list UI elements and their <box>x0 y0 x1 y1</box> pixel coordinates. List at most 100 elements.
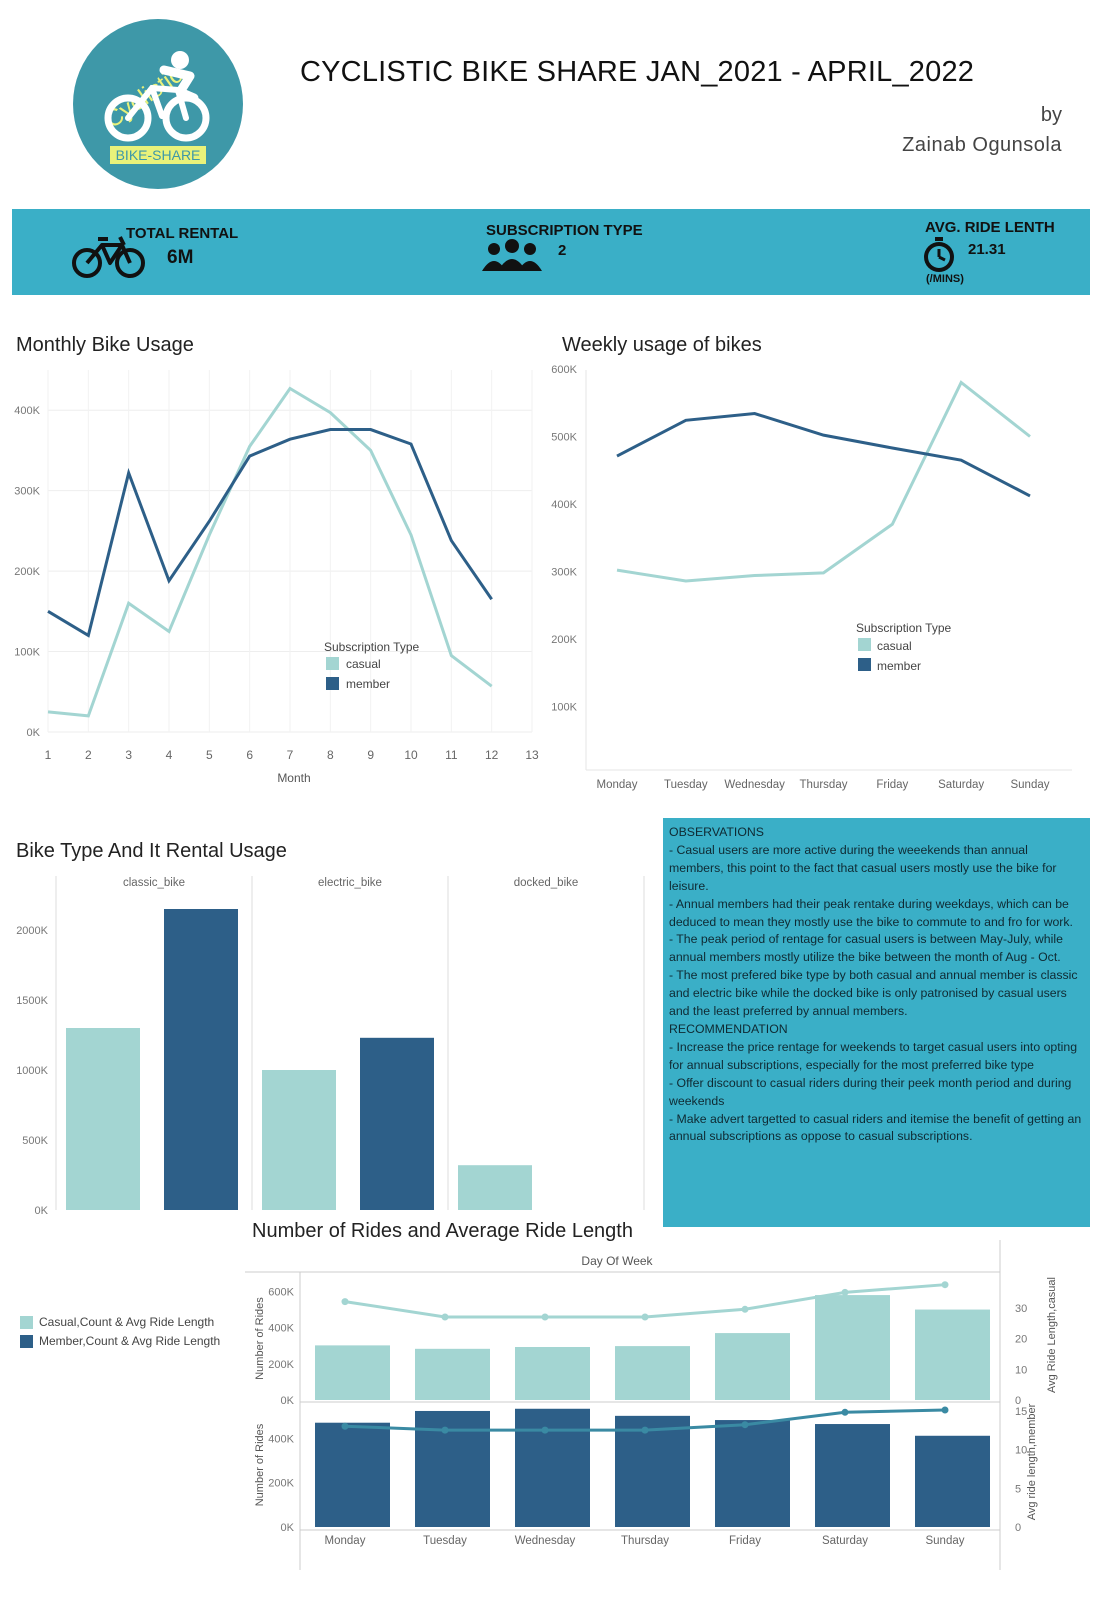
y-tick-label: 100K <box>14 647 40 659</box>
avg-point-casual <box>641 1313 649 1321</box>
bar-member <box>360 1037 434 1210</box>
bar-member <box>915 1435 990 1527</box>
bar-casual <box>315 1345 390 1400</box>
y-tick-label: 500K <box>551 432 577 444</box>
weekly-chart-title: Weekly usage of bikes <box>562 334 762 356</box>
rides-avg-length-chart: Day Of Week 0K 200K 400K 600K 0 10 20 30 Number o… <box>245 1240 1058 1570</box>
y2-tick-label: 10 <box>1015 1445 1027 1457</box>
legend-swatch <box>858 658 871 671</box>
y-tick-label: 400K <box>268 1433 294 1445</box>
avg-point-member <box>441 1426 449 1434</box>
bar-casual <box>715 1333 790 1400</box>
y-tick-label: 600K <box>551 364 577 376</box>
observation-line: - Casual users are more active during th… <box>669 842 1057 893</box>
byline-label: by <box>1040 104 1062 126</box>
subscription-type-label: SUBSCRIPTION TYPE <box>486 222 643 239</box>
y2-tick-label: 20 <box>1015 1334 1027 1346</box>
subscription-type-value: 2 <box>558 242 567 259</box>
avg-point-member <box>541 1426 549 1434</box>
panel-header: classic_bike <box>123 877 185 889</box>
y-tick-label: 100K <box>551 702 577 714</box>
x-tick-label: Monday <box>597 779 638 791</box>
x-tick-label: Wednesday <box>724 779 785 791</box>
x-tick-label: Thursday <box>621 1535 669 1547</box>
observation-line: - Increase the price rentage for weekend… <box>669 1039 1078 1072</box>
series-line-member <box>47 428 493 638</box>
y2-tick-label: 0 <box>1015 1395 1021 1407</box>
x-tick-label: 11 <box>445 748 458 762</box>
legend-swatch <box>20 1334 33 1348</box>
bar-casual <box>615 1346 690 1400</box>
bike-type-chart: 0K 500K 1000K 1500K 2000K classic_bike electri… <box>16 876 645 1217</box>
observations-panel: OBSERVATIONS - Casual users are more act… <box>663 818 1090 1227</box>
y2-axis-label: Avg ride length,member <box>1026 1403 1038 1520</box>
bar-casual <box>66 1028 140 1210</box>
x-tick-label: 6 <box>246 748 253 762</box>
legend-title: Subscription Type <box>324 640 419 654</box>
y-tick-label: 0K <box>281 1395 295 1407</box>
y-tick-label: 1500K <box>16 995 48 1007</box>
y-tick-label: 0K <box>35 1205 49 1217</box>
kpi-band: TOTAL RENTAL 6M SUBSCRIPTION TYPE 2 AVG.… <box>12 209 1090 295</box>
y2-tick-label: 0 <box>1015 1522 1021 1534</box>
x-tick-label: 10 <box>404 748 418 762</box>
y-tick-label: 600K <box>268 1286 294 1298</box>
total-rental-value: 6M <box>167 247 194 268</box>
x-tick-label: Saturday <box>822 1535 868 1547</box>
page-title: CYCLISTIC BIKE SHARE JAN_2021 - APRIL_20… <box>300 56 975 88</box>
legend-swatch <box>858 638 871 651</box>
x-tick-label: 2 <box>85 748 92 762</box>
bar-member <box>164 909 238 1210</box>
legend-label: member <box>877 659 921 673</box>
y-tick-label: 1000K <box>16 1065 48 1077</box>
avg-point-member <box>941 1406 949 1414</box>
y2-tick-label: 30 <box>1015 1303 1027 1315</box>
y-tick-label: 300K <box>551 567 577 579</box>
y-axis-label: Number of Rides <box>254 1297 266 1380</box>
avg-point-casual <box>341 1298 349 1306</box>
x-tick-label: 12 <box>485 748 499 762</box>
bar-casual <box>515 1347 590 1400</box>
bar-casual <box>915 1309 990 1400</box>
y-tick-label: 300K <box>14 486 40 498</box>
y-tick-label: 400K <box>551 499 577 511</box>
panel-header: docked_bike <box>514 877 579 889</box>
avg-ride-length-label: AVG. RIDE LENTH <box>925 219 1055 236</box>
avg-point-casual <box>941 1281 949 1289</box>
weekly-usage-chart: 100K 200K 300K 400K 500K 600K Monday Tuesday Wed… <box>551 364 1072 791</box>
avg-point-casual <box>841 1288 849 1296</box>
avg-point-member <box>741 1421 749 1429</box>
avg-ride-length-unit: (/MINS) <box>926 273 964 285</box>
series-line-member <box>616 412 1031 498</box>
x-tick-label: 1 <box>45 748 52 762</box>
x-tick-label: Friday <box>729 1535 761 1547</box>
observation-line: - Annual members had their peak rentake … <box>669 896 1073 929</box>
observation-line: - The peak period of rentage for casual … <box>669 932 1063 965</box>
y-tick-label: 0K <box>27 727 41 739</box>
x-tick-label: Tuesday <box>423 1535 467 1547</box>
x-tick-label: 8 <box>327 748 334 762</box>
y-tick-label: 200K <box>268 1478 294 1490</box>
legend-item-member: Member,Count & Avg Ride Length <box>20 1334 220 1348</box>
avg-point-member <box>641 1426 649 1434</box>
x-tick-label: Monday <box>325 1535 366 1547</box>
x-tick-label: Wednesday <box>515 1535 576 1547</box>
y-tick-label: 200K <box>551 634 577 646</box>
series-line-casual <box>616 380 1031 583</box>
observation-line: - The most prefered bike type by both ca… <box>669 968 1078 1019</box>
rides-legend: Casual,Count & Avg Ride Length Member,Co… <box>20 1315 220 1348</box>
avg-point-member <box>341 1422 349 1430</box>
monthly-chart-title: Monthly Bike Usage <box>16 334 194 356</box>
bar-casual <box>415 1348 490 1400</box>
avg-point-casual <box>541 1313 549 1321</box>
observation-line: RECOMMENDATION <box>669 1021 788 1036</box>
rides-chart-title: Number of Rides and Average Ride Length <box>252 1220 633 1242</box>
total-rental-label: TOTAL RENTAL <box>126 225 239 242</box>
avg-point-casual <box>441 1313 449 1321</box>
legend-label: casual <box>346 657 381 671</box>
stopwatch-icon <box>920 236 958 279</box>
y2-axis-label: Avg Ride Length,casual <box>1046 1277 1058 1393</box>
y2-tick-label: 10 <box>1015 1364 1027 1376</box>
bar-casual <box>815 1295 890 1400</box>
x-tick-label: 13 <box>525 748 539 762</box>
